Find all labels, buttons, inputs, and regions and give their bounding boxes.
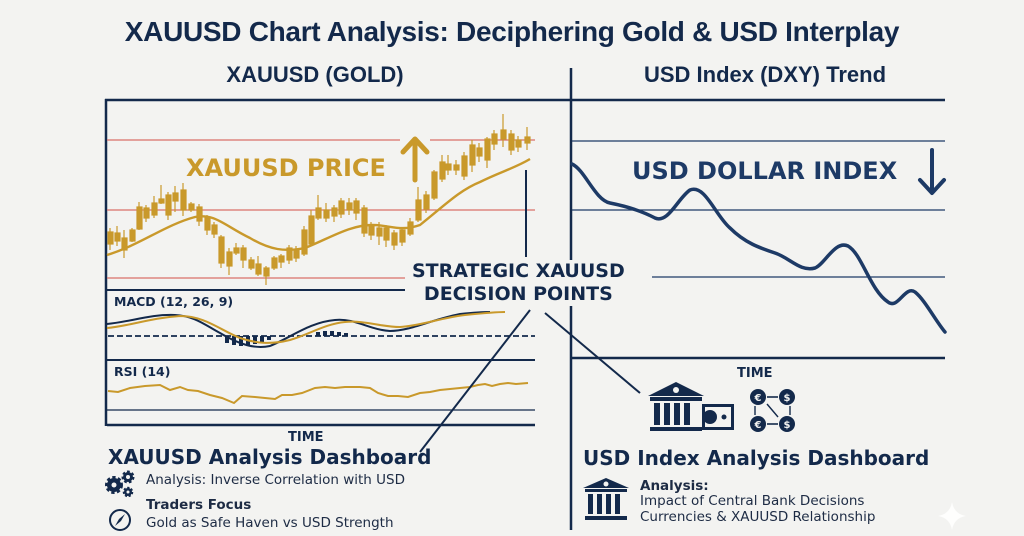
right-time-label: TIME [737,366,773,381]
sparkle-icon [938,502,966,530]
callout-line-left [419,309,531,453]
svg-text:$: $ [784,393,791,404]
xauusd-price-label: XAUUSD PRICE [186,154,386,182]
svg-text:$: $ [784,420,791,431]
down-arrow-icon [918,148,946,195]
callout-line-2: DECISION POINTS [423,283,613,305]
bank-small-icon [583,478,629,520]
moving-average-line [106,157,531,257]
usd-index-panel [570,98,947,360]
callout-line-1: STRATEGIC XAUUSD [412,260,625,282]
left-dashboard-item-focus: Gold as Safe Haven vs USD Strength [146,515,394,531]
left-dashboard-item-analysis: Analysis: Inverse Correlation with USD [146,472,405,488]
right-dashboard-item-line-1: Impact of Central Bank Decisions [640,493,865,509]
svg-text:€: € [754,393,762,404]
callout-line-right [544,312,641,394]
usd-dollar-index-label: USD DOLLAR INDEX [632,157,898,185]
rsi-label: RSI (14) [114,364,171,379]
compass-icon [109,509,131,531]
left-dashboard-item-heading: Traders Focus [146,497,252,513]
bank-icon [648,382,704,431]
xauusd-dashboard-title: XAUUSD Analysis Dashboard [108,445,432,469]
currency-exchange-icon: € $ € $ [750,389,795,432]
cash-icon [702,404,734,430]
strategic-decision-points-callout: STRATEGIC XAUUSD DECISION POINTS [410,260,627,306]
right-dashboard-item-heading: Analysis: [640,478,709,494]
up-arrow-icon [400,136,430,183]
dxy-line [570,162,947,334]
left-subtitle: XAUUSD (GOLD) [226,62,404,87]
macd-chart [106,311,535,348]
right-dashboard-item-line-2: Currencies & XAUUSD Relationship [640,509,876,525]
left-time-label: TIME [288,430,324,445]
gears-icon [105,470,135,498]
usd-dashboard-title: USD Index Analysis Dashboard [583,446,930,470]
right-subtitle: USD Index (DXY) Trend [643,62,887,87]
page-title: XAUUSD Chart Analysis: Deciphering Gold … [124,16,900,47]
svg-text:€: € [754,420,762,431]
candlesticks [107,114,531,285]
macd-label: MACD (12, 26, 9) [114,294,234,309]
